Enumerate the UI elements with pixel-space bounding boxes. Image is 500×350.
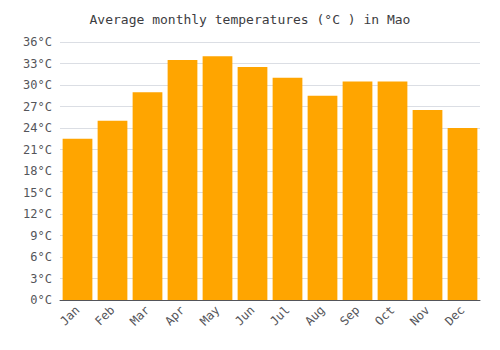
svg-text:0°C: 0°C	[30, 293, 52, 307]
svg-text:3°C: 3°C	[30, 272, 52, 286]
svg-text:Feb: Feb	[92, 303, 117, 328]
svg-text:12°C: 12°C	[23, 207, 52, 221]
svg-text:6°C: 6°C	[30, 250, 52, 264]
svg-text:Mar: Mar	[127, 303, 152, 328]
svg-text:Jul: Jul	[267, 303, 292, 328]
svg-text:Jun: Jun	[232, 303, 257, 328]
svg-text:21°C: 21°C	[23, 143, 52, 157]
svg-text:33°C: 33°C	[23, 57, 52, 71]
svg-text:Sep: Sep	[337, 303, 362, 328]
svg-text:30°C: 30°C	[23, 78, 52, 92]
svg-text:May: May	[197, 303, 222, 328]
svg-text:15°C: 15°C	[23, 186, 52, 200]
svg-text:Jan: Jan	[57, 303, 82, 328]
svg-text:18°C: 18°C	[23, 164, 52, 178]
svg-text:24°C: 24°C	[23, 121, 52, 135]
svg-text:27°C: 27°C	[23, 100, 52, 114]
svg-text:Apr: Apr	[162, 303, 187, 328]
svg-text:Oct: Oct	[372, 303, 397, 328]
svg-text:Nov: Nov	[407, 303, 432, 328]
svg-text:36°C: 36°C	[23, 35, 52, 49]
svg-text:Aug: Aug	[302, 303, 327, 328]
svg-text:Dec: Dec	[442, 303, 467, 328]
svg-text:Average monthly temperatures (: Average monthly temperatures (°C ) in Ma…	[90, 12, 411, 27]
svg-text:9°C: 9°C	[30, 229, 52, 243]
